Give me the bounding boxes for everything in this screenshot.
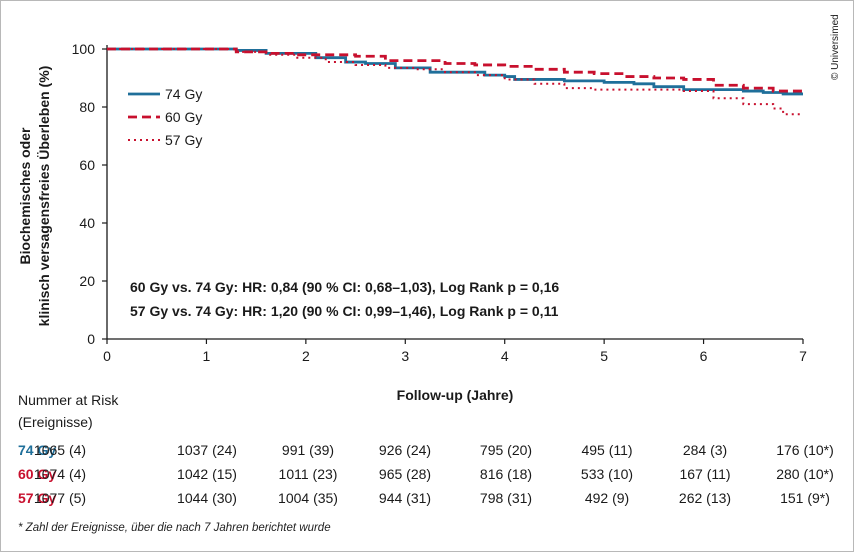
y-tick-label: 60 — [79, 157, 95, 173]
risk-cell: 176 (10*) — [776, 442, 834, 458]
risk-table-title: Nummer at Risk — [18, 392, 119, 408]
legend-label: 74 Gy — [165, 86, 202, 102]
risk-cell: 944 (31) — [378, 490, 432, 506]
risk-table-subtitle: (Ereignisse) — [18, 414, 93, 430]
y-tick-label: 20 — [79, 273, 95, 289]
risk-cell: 1037 (24) — [177, 442, 237, 458]
risk-cell: 965 (28) — [378, 466, 432, 482]
hazard-ratio-60-vs-74: 60 Gy vs. 74 Gy: HR: 0,84 (90 % CI: 0,68… — [130, 279, 560, 295]
risk-cell: 280 (10*) — [776, 466, 834, 482]
legend-label: 57 Gy — [165, 132, 202, 148]
risk-cell: 533 (10) — [580, 466, 634, 482]
risk-row-label: 60 Gy — [18, 466, 57, 482]
risk-row-label: 74 Gy — [18, 442, 57, 458]
risk-cell: 495 (11) — [581, 442, 633, 458]
x-tick-label: 3 — [401, 348, 409, 364]
risk-cell: 284 (3) — [682, 442, 728, 458]
x-tick-label: 4 — [501, 348, 509, 364]
x-tick-label: 6 — [700, 348, 708, 364]
x-axis-title: Follow-up (Jahre) — [397, 387, 514, 403]
hazard-ratio-57-vs-74: 57 Gy vs. 74 Gy: HR: 1,20 (90 % CI: 0,99… — [130, 303, 559, 319]
y-tick-label: 0 — [87, 331, 95, 347]
x-tick-label: 2 — [302, 348, 310, 364]
x-tick-label: 7 — [799, 348, 807, 364]
risk-cell: 795 (20) — [479, 442, 533, 458]
x-tick-label: 0 — [103, 348, 111, 364]
risk-cell: 1011 (23) — [278, 466, 338, 482]
series-line — [107, 47, 803, 96]
x-tick-label: 5 — [600, 348, 608, 364]
risk-cell: 1004 (35) — [278, 490, 338, 506]
series-line — [107, 47, 805, 93]
risk-cell: 262 (13) — [678, 490, 732, 506]
risk-cell: 151 (9*) — [780, 490, 830, 506]
risk-cell: 167 (11) — [679, 466, 731, 482]
risk-row-label: 57 Gy — [18, 490, 57, 506]
risk-cell: 492 (9) — [584, 490, 630, 506]
chart-series — [107, 47, 805, 116]
risk-cell: 926 (24) — [378, 442, 432, 458]
y-tick-label: 100 — [72, 41, 96, 57]
chart-axes: 0 1 2 3 4 5 6 7 0 20 40 60 80 100 — [72, 41, 807, 364]
risk-cell: 1074 (4) — [33, 466, 87, 482]
footnote: * Zahl der Ereignisse, über die nach 7 J… — [18, 522, 331, 534]
x-tick-label: 1 — [203, 348, 211, 364]
chart-legend: 74 Gy 60 Gy 57 Gy — [128, 86, 202, 148]
risk-cell: 798 (31) — [479, 490, 533, 506]
y-tick-label: 80 — [79, 99, 95, 115]
risk-cell: 1077 (5) — [33, 490, 87, 506]
risk-cell: 1042 (15) — [177, 466, 237, 482]
y-axis-title-line-2: klinisch versagensfreies Überleben (%) — [36, 66, 52, 327]
risk-cell: 991 (39) — [281, 442, 335, 458]
y-axis-title-line-1: Biochemisches oder — [17, 127, 33, 264]
risk-cell: 1044 (30) — [177, 490, 237, 506]
copyright-notice: © Universimed — [830, 14, 841, 80]
risk-cell: 1065 (4) — [33, 442, 87, 458]
series-line — [107, 48, 803, 116]
risk-cell: 816 (18) — [479, 466, 533, 482]
y-tick-label: 40 — [79, 215, 95, 231]
legend-label: 60 Gy — [165, 109, 202, 125]
